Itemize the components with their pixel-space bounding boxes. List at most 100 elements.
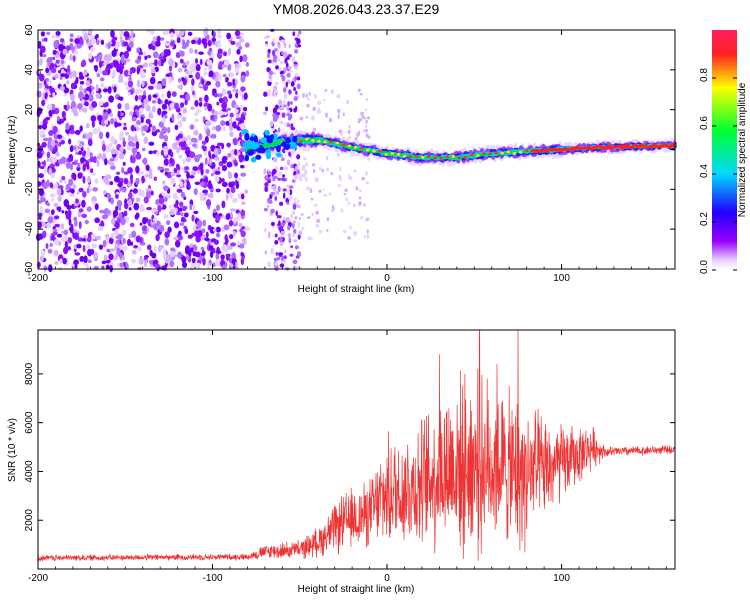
spectrogram-noise-blob bbox=[182, 205, 188, 210]
spectrogram-noise-blob bbox=[127, 198, 133, 207]
spectrogram-noise-blob bbox=[344, 188, 348, 193]
spectrogram-noise-blob bbox=[286, 201, 290, 205]
spectrogram-noise-blob bbox=[54, 182, 58, 189]
spectrogram-noise-blob bbox=[239, 131, 243, 139]
spectrogram-noise-blob bbox=[78, 208, 84, 213]
spectrogram-noise-blob bbox=[123, 122, 127, 126]
spectrogram-noise-blob bbox=[113, 229, 119, 237]
spectrogram-noise-blob bbox=[266, 89, 272, 95]
spectrogram-x-tick-label: -200 bbox=[28, 273, 48, 284]
spectrogram-noise-blob bbox=[288, 238, 292, 244]
spectrogram-noise-blob bbox=[264, 36, 268, 40]
spectrogram-noise-blob bbox=[151, 100, 157, 104]
spectrogram-noise-blob bbox=[211, 37, 217, 43]
spectrogram-noise-blob bbox=[362, 129, 366, 133]
spectrogram-noise-blob bbox=[267, 261, 271, 267]
spectrogram-noise-blob bbox=[184, 227, 189, 235]
spectrogram-noise-blob bbox=[267, 59, 272, 64]
spectrogram-noise-blob bbox=[110, 218, 116, 225]
spectrogram-noise-blob bbox=[214, 259, 221, 267]
spectrogram-noise-blob bbox=[144, 174, 150, 178]
snr-x-tick-label: 0 bbox=[384, 573, 390, 584]
spectrogram-noise-blob bbox=[105, 131, 110, 139]
spectrogram-noise-blob bbox=[308, 91, 311, 96]
spectrogram-noise-blob bbox=[197, 169, 201, 174]
spectrogram-noise-blob bbox=[276, 256, 281, 261]
spectrogram-x-axis-label: Height of straight line (km) bbox=[298, 284, 415, 295]
spectrogram-noise-blob bbox=[130, 142, 136, 147]
spectrogram-noise-blob bbox=[91, 120, 95, 128]
spectrogram-noise-blob bbox=[108, 95, 115, 103]
spectrogram-noise-blob bbox=[325, 167, 330, 172]
spectrogram-noise-blob bbox=[51, 209, 55, 215]
spectrogram-noise-blob bbox=[322, 188, 325, 191]
spectrogram-trace-peak bbox=[469, 153, 474, 157]
spectrogram-noise-blob bbox=[122, 140, 126, 148]
spectrogram-trace-peak bbox=[421, 155, 425, 159]
spectrogram-noise-blob bbox=[182, 107, 187, 114]
spectrogram-noise-blob bbox=[293, 228, 297, 235]
spectrogram-trace-blob bbox=[255, 154, 262, 160]
spectrogram-noise-blob bbox=[102, 70, 108, 76]
spectrogram-noise-blob bbox=[186, 39, 190, 45]
spectrogram-noise-blob bbox=[58, 43, 64, 52]
spectrogram-noise-blob bbox=[48, 110, 53, 115]
spectrogram-noise-blob bbox=[192, 244, 197, 249]
spectrogram-noise-blob bbox=[175, 31, 179, 37]
spectrogram-noise-blob bbox=[189, 151, 196, 159]
spectrogram-noise-blob bbox=[119, 146, 124, 153]
spectrogram-noise-blob bbox=[195, 63, 201, 72]
spectrogram-noise-blob bbox=[284, 58, 288, 64]
spectrogram-noise-blob bbox=[42, 182, 49, 190]
spectrogram-noise-blob bbox=[57, 206, 62, 213]
spectrogram-noise-blob bbox=[82, 175, 86, 184]
spectrogram-noise-blob bbox=[306, 103, 310, 108]
spectrogram-noise-blob bbox=[135, 165, 140, 174]
spectrogram-trace-blob bbox=[250, 156, 257, 163]
spectrogram-noise-blob bbox=[76, 243, 82, 249]
spectrogram-noise-blob bbox=[366, 229, 369, 234]
spectrogram-noise-blob bbox=[209, 250, 214, 259]
spectrogram-noise-blob bbox=[274, 240, 279, 245]
spectrogram-noise-blob bbox=[74, 252, 81, 256]
spectrogram-noise-blob bbox=[366, 217, 370, 221]
spectrogram-noise-blob bbox=[266, 204, 270, 208]
spectrogram-noise-blob bbox=[323, 194, 328, 197]
spectrogram-noise-blob bbox=[346, 99, 350, 105]
spectrogram-noise-blob bbox=[245, 61, 249, 67]
spectrogram-noise-blob bbox=[364, 170, 368, 176]
spectrogram-noise-blob bbox=[145, 118, 151, 125]
spectrogram-noise-blob bbox=[188, 175, 195, 179]
spectrogram-noise-blob bbox=[291, 210, 296, 216]
spectrogram-noise-blob bbox=[130, 177, 134, 185]
spectrogram-noise-blob bbox=[281, 75, 286, 82]
spectrogram-noise-blob bbox=[123, 210, 128, 217]
spectrogram-noise-blob bbox=[176, 174, 181, 178]
spectrogram-noise-blob bbox=[54, 261, 59, 265]
spectrogram-noise-blob bbox=[128, 40, 134, 49]
spectrogram-noise-blob bbox=[122, 126, 128, 131]
spectrogram-noise-blob bbox=[38, 199, 43, 204]
spectrogram-noise-blob bbox=[88, 95, 92, 101]
spectrogram-noise-blob bbox=[91, 172, 96, 176]
spectrogram-noise-blob bbox=[164, 99, 169, 105]
spectrogram-noise-blob bbox=[287, 101, 290, 107]
spectrogram-noise-blob bbox=[148, 115, 154, 119]
spectrogram-noise-blob bbox=[134, 123, 140, 128]
spectrogram-noise-blob bbox=[264, 186, 269, 193]
spectrogram-noise-blob bbox=[68, 138, 72, 145]
spectrogram-noise-blob bbox=[48, 129, 54, 137]
spectrogram-noise-blob bbox=[179, 102, 185, 108]
spectrogram-noise-blob bbox=[102, 143, 106, 152]
spectrogram-noise-blob bbox=[121, 229, 127, 236]
spectrogram-noise-blob bbox=[163, 50, 169, 58]
spectrogram-noise-blob bbox=[97, 152, 103, 160]
spectrogram-noise-blob bbox=[263, 168, 267, 175]
spectrogram-noise-blob bbox=[76, 162, 81, 168]
spectrogram-noise-blob bbox=[90, 233, 96, 240]
spectrogram-noise-blob bbox=[199, 249, 203, 254]
spectrogram-noise-blob bbox=[182, 158, 186, 165]
spectrogram-noise-blob bbox=[138, 257, 144, 265]
spectrogram-trace-peak bbox=[445, 155, 450, 159]
spectrogram-noise-blob bbox=[200, 181, 205, 188]
